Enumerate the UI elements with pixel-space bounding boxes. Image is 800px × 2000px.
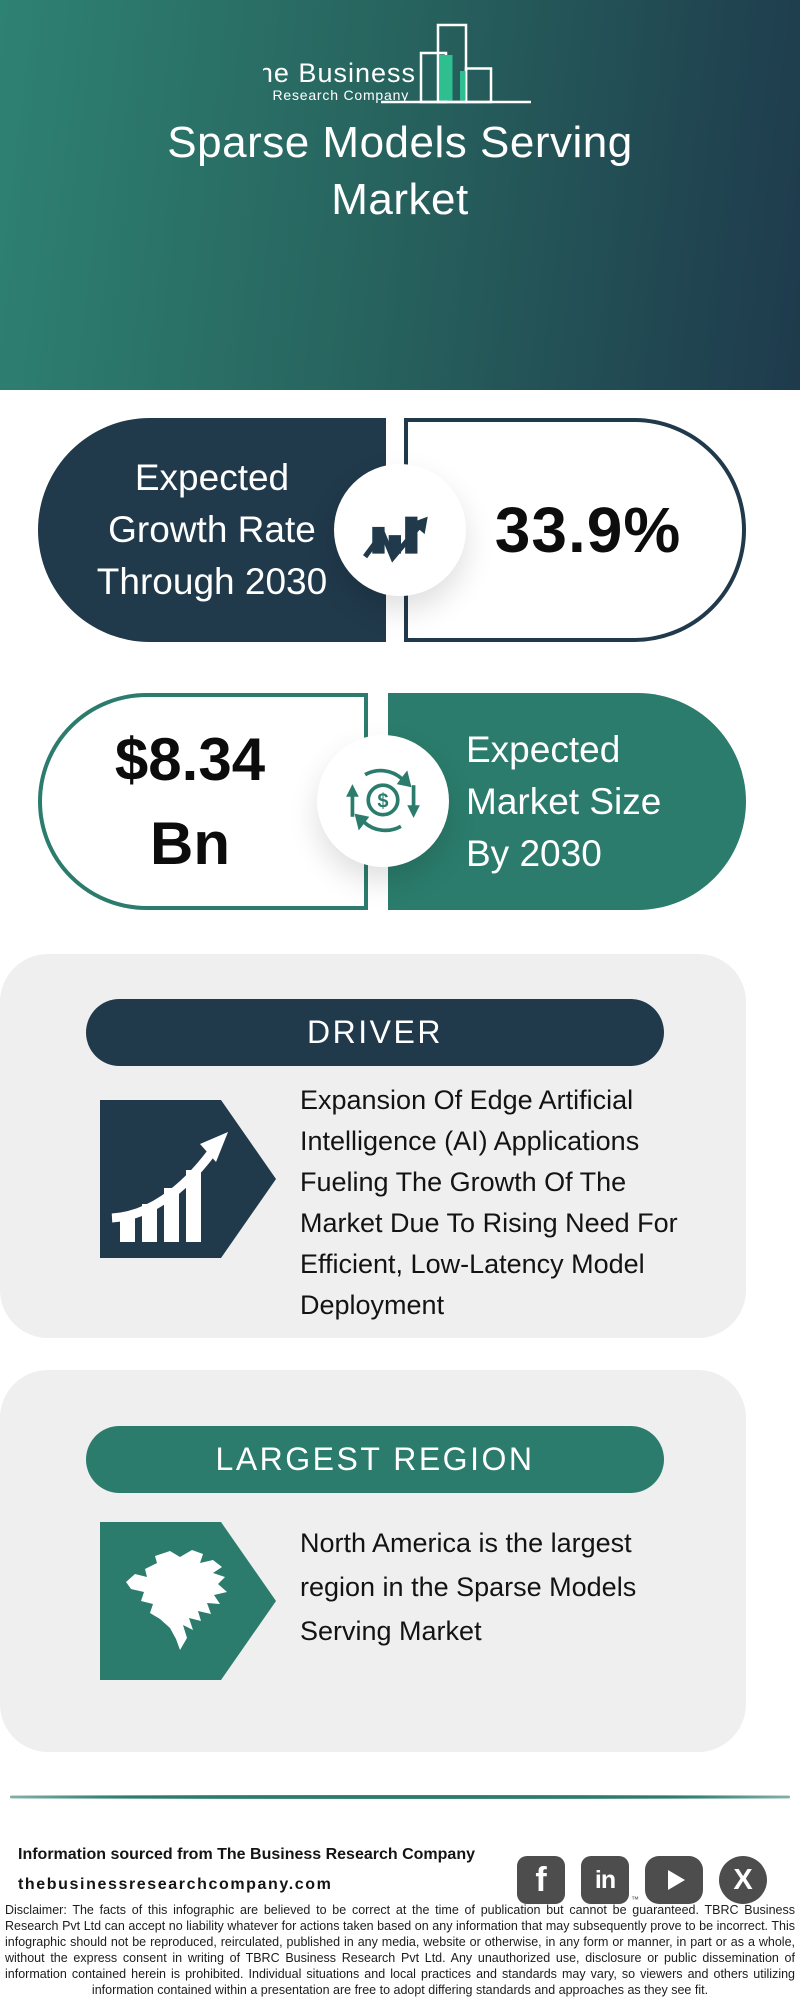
source-info: Information sourced from The Business Re…	[18, 1840, 475, 1900]
region-heading: LARGEST REGION	[215, 1441, 535, 1477]
market-size-value: $8.34 Bn	[114, 725, 266, 877]
region-heading-pill: LARGEST REGION	[86, 1426, 664, 1493]
x-glyph: X	[733, 1863, 753, 1896]
social-links: f in ™ X	[517, 1856, 767, 1904]
brand-subname: Research Company	[272, 87, 409, 103]
north-america-map-icon	[100, 1522, 276, 1680]
growth-rate-label: Expected Growth Rate Through 2030	[96, 457, 328, 602]
linkedin-glyph: in	[594, 1865, 616, 1894]
brand-bar-chart-glyph	[381, 23, 531, 104]
driver-heading-pill: DRIVER	[86, 999, 664, 1066]
driver-heading: DRIVER	[307, 1014, 443, 1050]
source-line: Information sourced from The Business Re…	[18, 1846, 475, 1863]
website-link[interactable]: thebusinessresearchcompany.com	[18, 1876, 333, 1893]
facebook-icon[interactable]: f	[517, 1856, 565, 1904]
money-circulation-icon: $	[346, 768, 420, 833]
region-text: North America is the largest region in t…	[300, 1528, 637, 1646]
footer-divider	[10, 1795, 790, 1799]
growth-rate-value: 33.9%	[494, 494, 682, 566]
header-banner: The Business Research Company Sparse Mod…	[0, 0, 800, 390]
dollar-symbol: $	[377, 790, 388, 812]
market-size-label: Expected Market Size By 2030	[466, 728, 662, 874]
money-circulation-icon-circle: $	[317, 735, 449, 867]
brand-name: The Business	[263, 58, 416, 88]
growth-rate-label-pill: Expected Growth Rate Through 2030	[38, 418, 386, 642]
bar-chart-growth-icon	[100, 1100, 276, 1258]
linkedin-icon[interactable]: in ™	[581, 1856, 639, 1904]
facebook-glyph: f	[535, 1860, 547, 1899]
driver-text: Expansion Of Edge Artificial Intelligenc…	[300, 1085, 678, 1320]
growth-rate-value-pill: 33.9%	[404, 418, 746, 642]
play-triangle	[667, 1870, 685, 1890]
trademark-symbol: ™	[631, 1895, 639, 1904]
youtube-icon[interactable]	[645, 1856, 703, 1904]
brand-logo: The Business Research Company	[263, 23, 531, 104]
growth-chart-icon	[363, 516, 428, 563]
disclaimer-text: Disclaimer: The facts of this infographi…	[5, 1903, 795, 1997]
x-twitter-icon[interactable]: X	[719, 1856, 767, 1904]
market-size-value-pill: $8.34 Bn	[38, 693, 368, 910]
growth-chart-icon-circle	[334, 464, 466, 596]
page-title: Sparse Models Serving Market	[167, 118, 633, 224]
